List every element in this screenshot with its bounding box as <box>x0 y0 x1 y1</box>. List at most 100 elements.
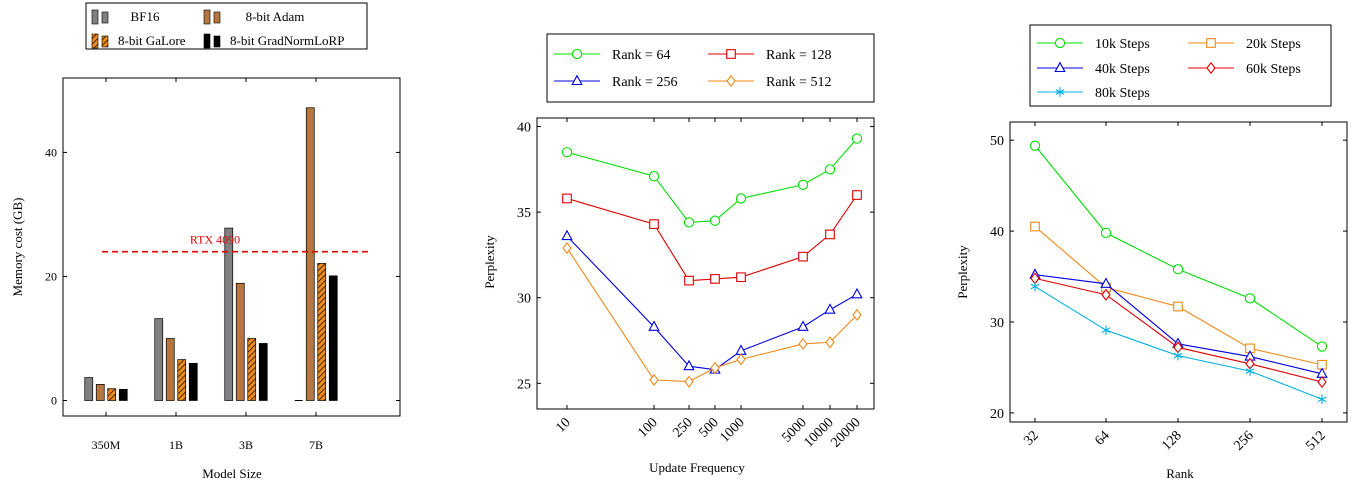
data-point <box>649 219 659 229</box>
legend-label: 8-bit GaLore <box>118 33 186 48</box>
data-point <box>684 375 694 388</box>
bar <box>235 282 245 401</box>
data-point <box>824 303 836 314</box>
data-point <box>1100 227 1112 239</box>
data-point <box>798 337 808 351</box>
legend-label: Rank = 128 <box>766 48 831 63</box>
y-tick-label: 40 <box>517 121 531 136</box>
series-line <box>1034 145 1323 348</box>
x-axis-label: Model Size <box>202 466 262 481</box>
x-tick-label: 250 <box>670 415 695 440</box>
data-point <box>562 193 572 204</box>
data-point <box>797 320 809 331</box>
data-point <box>1172 264 1184 275</box>
bar <box>224 227 234 401</box>
legend-marker <box>1054 37 1066 49</box>
reference-line-label: RTX 4090 <box>190 233 240 247</box>
x-tick-label: 1B <box>169 438 183 452</box>
y-axis-label: Perplexity <box>482 235 497 289</box>
legend-swatch <box>91 9 99 25</box>
y-tick-label: 35 <box>517 206 531 221</box>
legend-marker <box>1206 38 1216 48</box>
y-tick-label: 25 <box>517 377 531 392</box>
bar <box>165 338 175 401</box>
y-tick-label: 20 <box>990 407 1004 422</box>
y-tick-label: 40 <box>990 225 1004 240</box>
data-point <box>1245 366 1255 376</box>
legend-label: 8-bit GradNormLoRP <box>230 33 344 48</box>
data-point <box>683 217 695 228</box>
legend-swatch <box>91 33 99 49</box>
data-point <box>710 274 720 284</box>
data-point <box>561 147 573 158</box>
data-point <box>710 361 720 375</box>
data-point <box>1317 394 1327 405</box>
y-tick-label: 20 <box>45 269 57 283</box>
series-line <box>566 138 858 223</box>
x-tick-label: 20000 <box>828 415 863 450</box>
y-tick-label: 40 <box>45 145 57 159</box>
data-point <box>562 241 572 255</box>
data-point <box>851 133 863 144</box>
data-point <box>649 373 659 387</box>
data-point <box>1030 221 1040 232</box>
legend-marker <box>726 49 736 59</box>
series-line <box>1034 277 1323 383</box>
legend: 10k Steps 20k Steps 40k Steps 60k Steps 80k … <box>1029 24 1332 107</box>
bar <box>95 384 105 401</box>
data-point <box>852 190 862 200</box>
legend-label: Rank = 64 <box>612 48 670 63</box>
bar <box>258 343 268 401</box>
y-tick-label: 0 <box>51 393 57 407</box>
data-point <box>648 320 660 331</box>
legend-label: 60k Steps <box>1246 62 1301 77</box>
x-tick-label: 512 <box>1303 428 1328 453</box>
y-axis-label: Perplexity <box>955 245 970 299</box>
data-point <box>709 215 721 226</box>
legend-label: BF16 <box>131 9 160 24</box>
legend-swatch <box>101 35 109 48</box>
data-point <box>1173 301 1183 312</box>
legend-label: Rank = 512 <box>766 75 831 90</box>
data-point <box>648 171 660 182</box>
legend-marker <box>571 48 583 60</box>
chart-memory-cost: BF16 8-bit Adam 8-bit GaLore 8-bit GradNorm… <box>10 2 401 481</box>
bar <box>177 359 187 401</box>
data-point <box>736 353 746 366</box>
data-point <box>1029 140 1041 151</box>
bar <box>154 318 164 401</box>
x-tick-label: 128 <box>1159 428 1184 453</box>
data-point <box>798 251 808 262</box>
data-point <box>684 275 694 286</box>
legend-swatch <box>203 9 211 25</box>
plot-frame <box>536 117 875 410</box>
series-line <box>566 194 858 282</box>
data-point <box>1317 375 1327 389</box>
data-point <box>1244 293 1256 304</box>
legend-swatch <box>101 11 109 24</box>
data-point <box>1101 288 1111 301</box>
x-tick-label: 1000 <box>717 415 747 445</box>
x-tick-label: 32 <box>1021 428 1042 449</box>
legend: Rank = 64 Rank = 128 Rank = 256 Rank = 512 <box>546 33 875 103</box>
data-point <box>683 359 695 371</box>
y-axis-label: Memory cost (GB) <box>10 198 25 297</box>
data-point <box>1100 277 1112 288</box>
legend-label: 40k Steps <box>1095 62 1150 77</box>
x-tick-label: 7B <box>309 438 323 452</box>
data-point <box>735 193 747 204</box>
legend-label: 80k Steps <box>1095 86 1150 101</box>
legend-swatch <box>213 11 221 24</box>
legend-marker <box>571 74 583 86</box>
data-point <box>1173 350 1183 361</box>
data-point <box>852 308 862 321</box>
x-tick-label: 10000 <box>801 415 836 450</box>
legend-label: 20k Steps <box>1246 37 1301 52</box>
legend-swatch <box>203 33 211 49</box>
bar <box>247 338 257 401</box>
data-point <box>736 272 746 283</box>
x-tick-label: 64 <box>1092 428 1113 449</box>
legend-marker <box>1206 61 1216 75</box>
data-point <box>851 287 863 299</box>
